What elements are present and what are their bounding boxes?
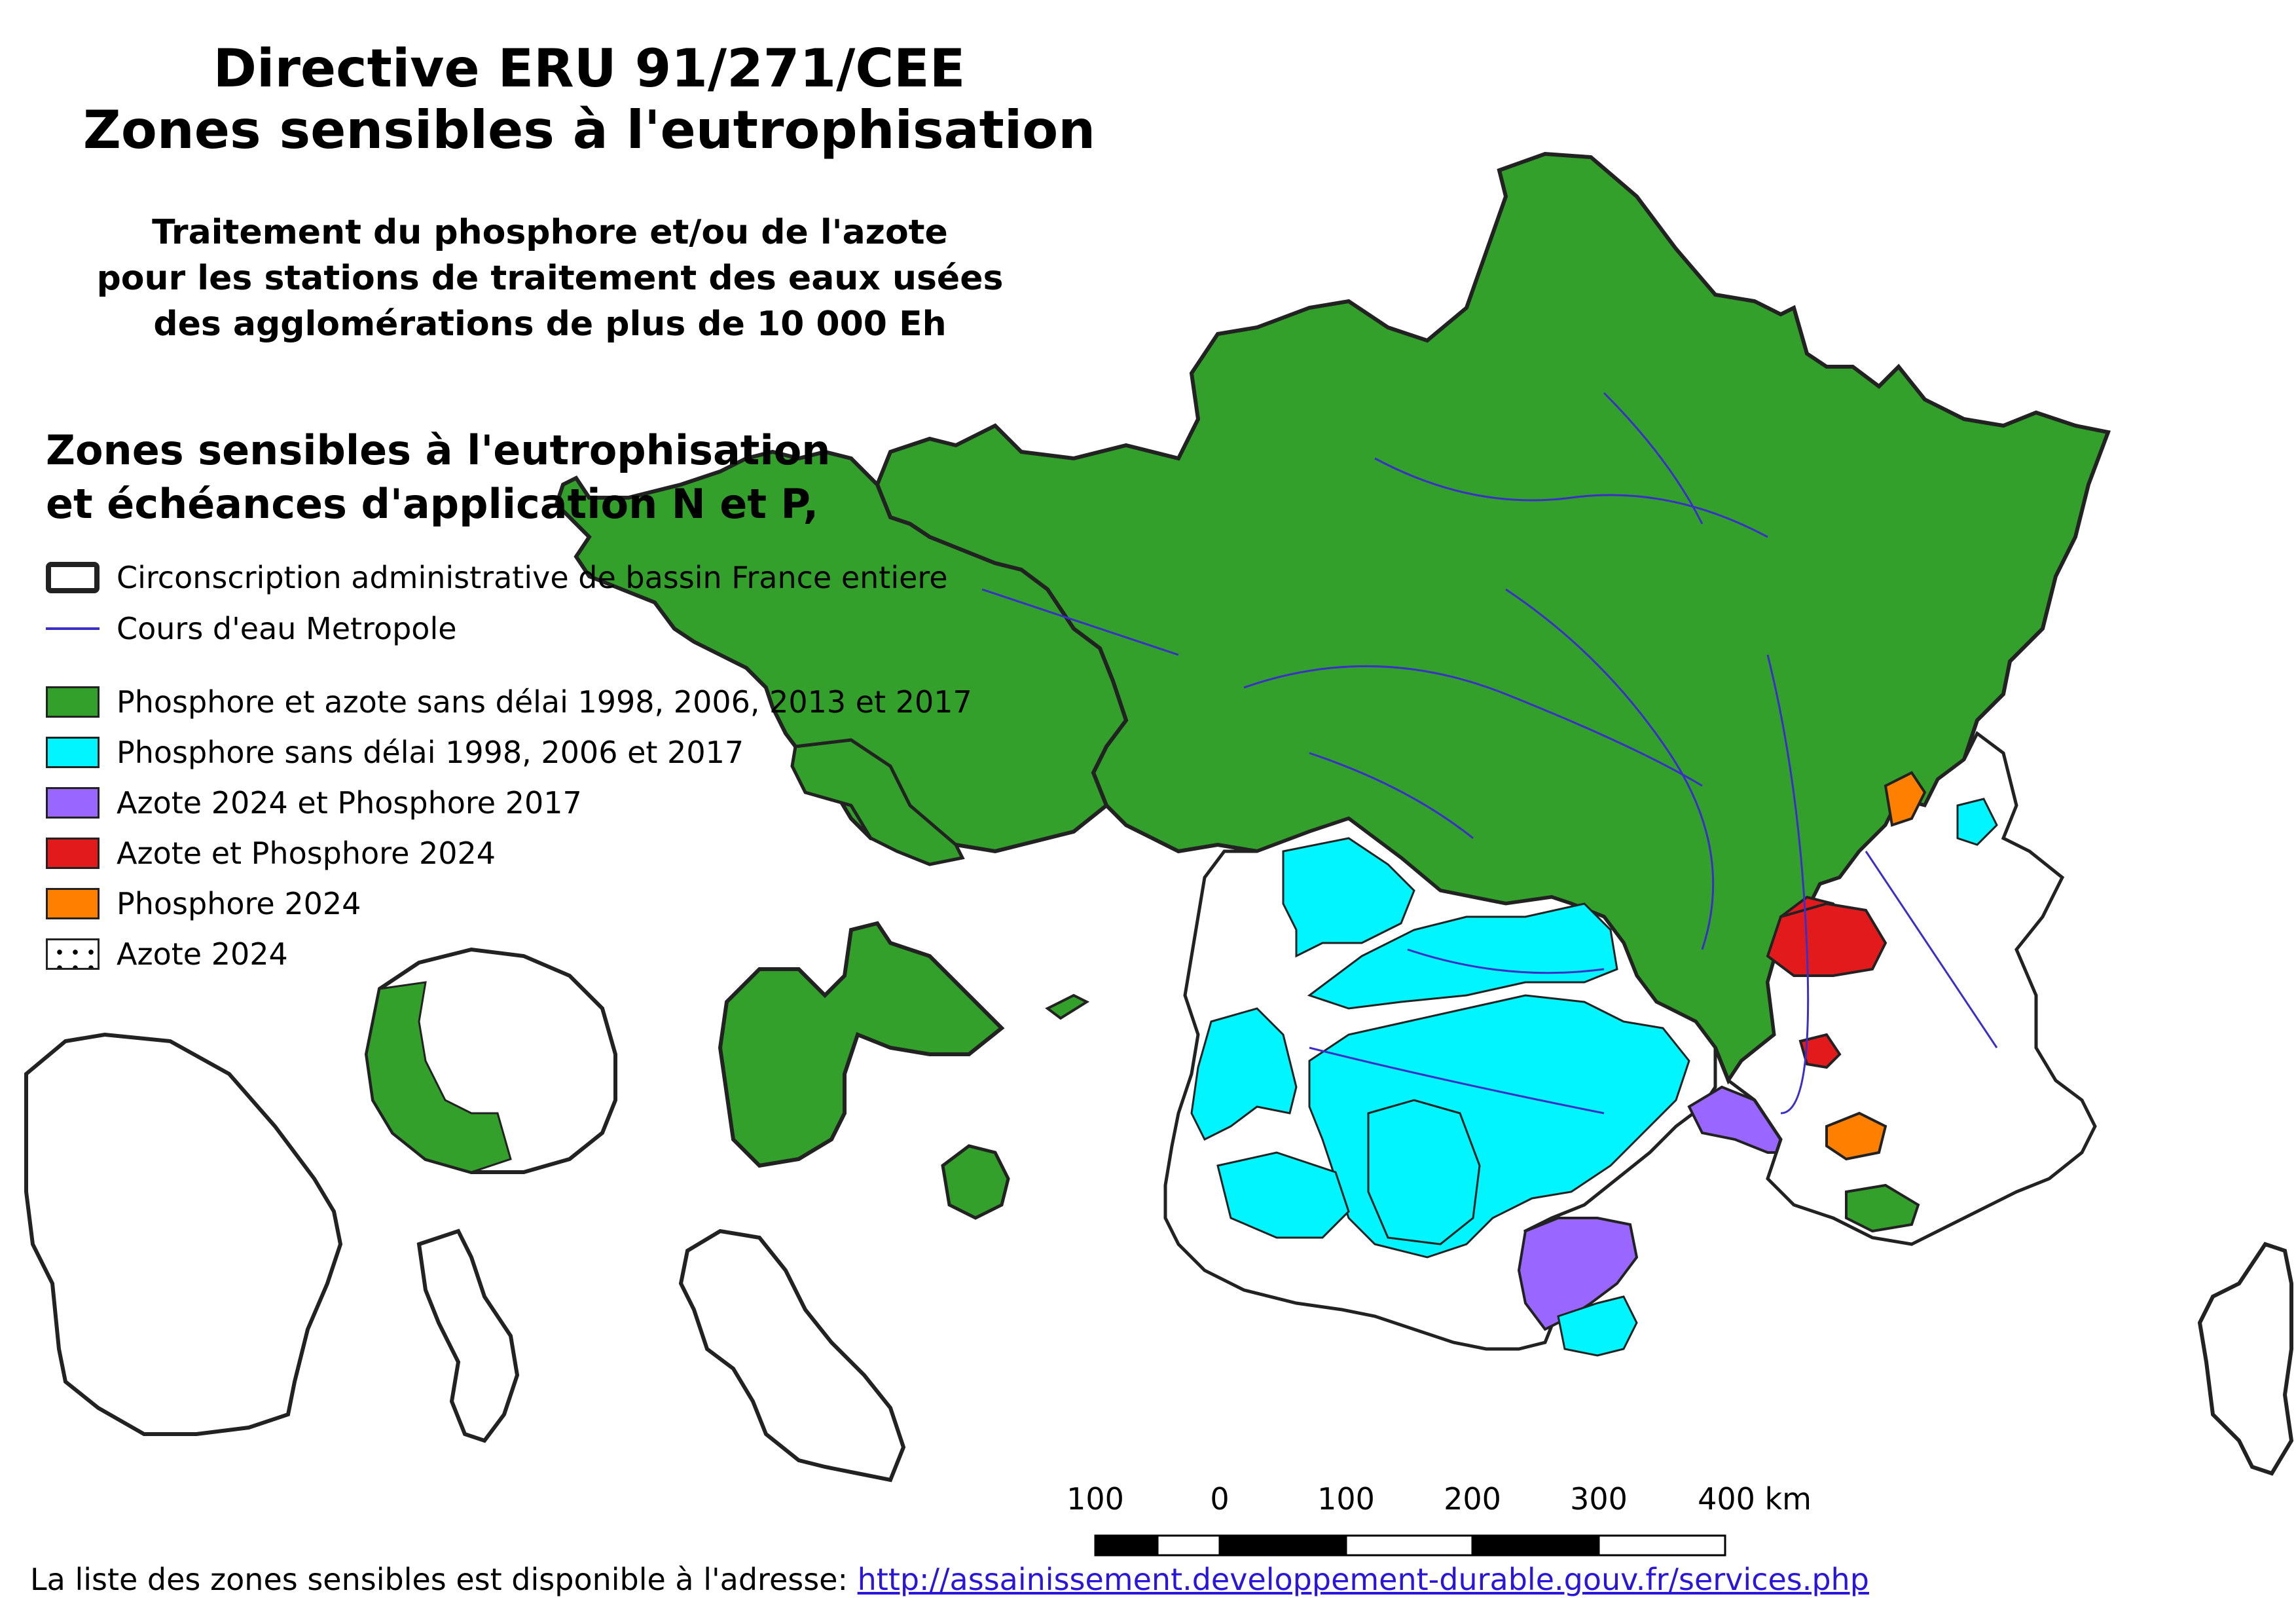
zone-orange-alps	[1825, 1111, 1887, 1161]
scale-label: 100	[1317, 1481, 1375, 1517]
subtitle-line1: Traitement du phosphore et/ou de l'azote	[152, 213, 948, 252]
subtitle-line2: pour les stations de traitement des eaux…	[96, 259, 1004, 298]
legend-label: Azote 2024	[117, 936, 288, 972]
scale-label: 0	[1210, 1481, 1230, 1517]
corsica	[2197, 1242, 2294, 1476]
cyan-swatch-icon	[46, 737, 100, 768]
rivers	[981, 392, 1998, 1115]
purple-swatch-icon	[46, 787, 100, 819]
subtitle-line3: des agglomérations de plus de 10 000 Eh	[153, 304, 947, 344]
legend-heading-line2: et échéances d'application N et P,	[46, 480, 819, 528]
legend-item-green: Phosphore et azote sans délai 1998, 2006…	[46, 681, 972, 723]
footer-text: La liste des zones sensibles est disponi…	[30, 1562, 848, 1597]
legend-item-red: Azote et Phosphore 2024	[46, 832, 496, 874]
scale-bar	[1094, 1534, 1726, 1557]
river-line-icon	[46, 613, 100, 644]
metropole	[554, 151, 2294, 1476]
overseas-green-small	[790, 738, 965, 866]
red-swatch-icon	[46, 838, 100, 869]
legend-item-cyan: Phosphore sans délai 1998, 2006 et 2017	[46, 731, 744, 773]
zone-cyan-pyrenees	[1367, 1099, 1481, 1246]
overseas-mayotte	[416, 1228, 520, 1443]
zone-green-provence	[1845, 1183, 1920, 1233]
map-title-line1: Directive ERU 91/271/CEE	[213, 38, 966, 99]
basin-outline-icon	[46, 562, 100, 593]
legend-item-basin: Circonscription administrative de bassin…	[46, 557, 948, 599]
legend-label: Azote 2024 et Phosphore 2017	[117, 785, 582, 821]
legend-item-purple: Azote 2024 et Phosphore 2017	[46, 782, 582, 824]
dots-swatch-icon	[46, 938, 100, 970]
legend-label: Cours d'eau Metropole	[117, 611, 457, 646]
legend-heading-line1: Zones sensibles à l'eutrophisation	[46, 426, 831, 474]
legend-item-dots: Azote 2024	[46, 933, 288, 975]
legend-label: Circonscription administrative de bassin…	[117, 560, 948, 595]
green-swatch-icon	[46, 686, 100, 718]
zone-cyan-charente	[1282, 837, 1415, 958]
zone-cyan-adour	[1216, 1151, 1350, 1239]
scale-label: 200	[1444, 1481, 1501, 1517]
legend-label: Phosphore et azote sans délai 1998, 2006…	[117, 684, 972, 720]
scale-label: 300	[1570, 1481, 1628, 1517]
zone-red-dots-isere	[1766, 902, 1887, 977]
orange-swatch-icon	[46, 888, 100, 919]
reunion-green-west	[365, 981, 512, 1173]
zone-orange-savoie	[1884, 771, 1927, 827]
zone-cyan-landes	[1190, 1007, 1298, 1141]
legend-item-river: Cours d'eau Metropole	[46, 608, 457, 650]
zone-cyan-alps	[1956, 798, 1998, 846]
map-title-line2: Zones sensibles à l'eutrophisation	[82, 100, 1096, 160]
zone-purple-roussillon	[1517, 1217, 1639, 1331]
zone-cyan-dordogne	[1307, 902, 1618, 1010]
legend-item-orange: Phosphore 2024	[46, 883, 361, 925]
legend-label: Phosphore sans délai 1998, 2006 et 2017	[117, 735, 744, 770]
scale-label: 400 km	[1698, 1481, 1812, 1517]
footer: La liste des zones sensibles est disponi…	[30, 1562, 1869, 1597]
overseas-martinique	[678, 1228, 906, 1483]
legend-label: Phosphore 2024	[117, 886, 361, 921]
zone-cyan-herault	[1557, 1295, 1638, 1357]
footer-link[interactable]: http://assainissement.developpement-dura…	[857, 1562, 1869, 1597]
overseas-marie-galante	[941, 1144, 1010, 1220]
overseas-guadeloupe	[718, 921, 1005, 1168]
overseas-guyane	[24, 1032, 343, 1436]
legend-label: Azote et Phosphore 2024	[117, 836, 496, 871]
scale-label: 100	[1066, 1481, 1124, 1517]
overseas-desirade	[1045, 993, 1090, 1020]
